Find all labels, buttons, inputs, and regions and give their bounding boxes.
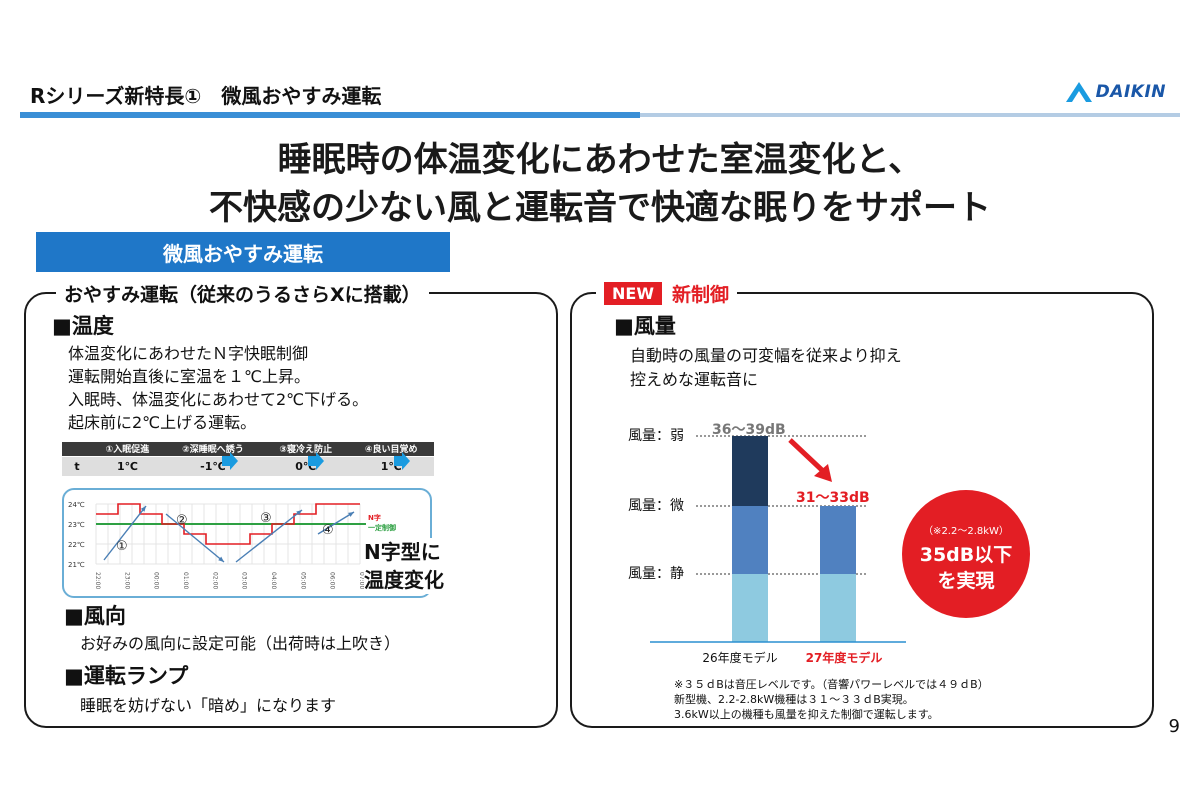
wind-direction-line: お好みの風向に設定可能（出荷時は上吹き）: [80, 634, 401, 653]
daikin-logo-text: DAIKIN: [1095, 82, 1166, 102]
phase-arrow: [317, 511, 355, 535]
phase-arrow-head-icon: [140, 506, 146, 512]
legend-constant: 一定制御: [368, 523, 396, 532]
step-table: ①入眠促進 ②深睡眠へ誘う ③寝冷え防止 ④良い目覚め t 1℃ -1℃ 0℃ …: [62, 442, 434, 476]
graph-y-tick: 21℃: [68, 561, 85, 569]
phase-arrow-head-icon: [348, 512, 354, 517]
level-label: 風量：静: [628, 566, 684, 582]
graph-x-tick: 01:00: [182, 572, 189, 589]
reduction-arrow: [788, 438, 826, 474]
graph-x-tick: 07:00: [358, 572, 365, 589]
level-label: 風量：弱: [628, 428, 684, 444]
graph-x-tick: 03:00: [241, 572, 248, 589]
lamp-title: ■運転ランプ: [64, 664, 189, 688]
footnote-2: 新型機、2.2-2.8kW機種は３１～３３ｄB実現。: [674, 693, 914, 706]
phase-arrow-head-icon: [218, 556, 224, 562]
graph-y-tick: 24℃: [68, 501, 85, 509]
phase-arrow-head-icon: [296, 510, 302, 516]
legend-nshape: N字: [368, 513, 381, 522]
headline-line-2: 不快感の少ない風と運転音で快適な眠りをサポート: [209, 188, 991, 228]
temp-line-3: 入眠時、体温変化にあわせて2℃下げる。: [68, 390, 369, 409]
temp-line-4: 起床前に2℃上げる運転。: [68, 413, 257, 432]
slide-header-title: Rシリーズ新特長① 微風おやすみ運転: [30, 84, 382, 108]
step-table-corner: [62, 442, 92, 456]
graph-x-tick: 00:00: [153, 572, 160, 589]
daikin-logo-icon: [1065, 82, 1092, 102]
temperature-graph: 24℃ 23℃ 22℃ 21℃ 22:00 23:00 00:00 01:00 02:00 03:…: [68, 501, 396, 589]
headline-line-1: 睡眠時の体温変化にあわせた室温変化と、: [277, 140, 923, 180]
reduction-arrow-head-icon: [814, 464, 832, 482]
graph-x-tick: 05:00: [299, 572, 306, 589]
header-rule: [20, 112, 1180, 118]
graph-x-tick: 04:00: [270, 572, 277, 589]
category-label: 26年度モデル: [702, 650, 777, 665]
n-shape-callout: N字型に 温度変化: [364, 538, 444, 594]
graph-y-tick: 23℃: [68, 521, 85, 529]
temp-line-1: 体温変化にあわせたＮ字快眠制御: [68, 344, 309, 363]
old-db-label: 36〜39dB: [712, 422, 786, 438]
right-panel-heading: NEW 新制御: [596, 280, 737, 307]
footnote-1: ※３５ｄBは音圧レベルです。（音響パワーレベルでは４９ｄB）: [674, 678, 989, 691]
temp-section-title: ■温度: [52, 314, 114, 338]
page-number: 9: [1168, 716, 1180, 737]
phase-marker: ③: [260, 511, 272, 526]
wind-direction-title: ■風向: [64, 604, 126, 628]
step-value-1: 1℃: [92, 455, 163, 476]
n-shape-control-line: [96, 503, 360, 545]
n-shape-callout-line-1: N字型に: [364, 538, 444, 566]
circle-model-note: （※2.2〜2.8kW）: [923, 526, 1009, 537]
circle-achieve-text: を実現: [937, 570, 995, 592]
airflow-bar-segment: [820, 506, 856, 574]
airflow-line-1: 自動時の風量の可変幅を従来より抑え: [630, 346, 902, 365]
footnote-3: 3.6kW以上の機種も風量を抑えた制御で運転します。: [674, 708, 939, 721]
phase-arrow: [103, 505, 147, 561]
graph-x-tick: 06:00: [329, 572, 336, 589]
step-header-4: ④良い目覚め: [348, 442, 434, 456]
phase-marker: ②: [176, 513, 188, 528]
graph-x-tick: 02:00: [211, 572, 218, 589]
graph-x-tick: 23:00: [123, 572, 130, 589]
new-control-label: 新制御: [671, 284, 729, 306]
left-panel-heading: おやすみ運転（従来のうるさらXに搭載）: [56, 280, 429, 307]
airflow-bar-segment: [732, 506, 768, 574]
step-row-label: t: [62, 455, 92, 476]
step-header-3: ③寝冷え防止: [262, 442, 349, 456]
level-label: 風量：微: [628, 498, 684, 514]
graph-x-tick: 22:00: [94, 572, 101, 589]
db-achievement-circle: （※2.2〜2.8kW） 35dB以下 を実現: [902, 490, 1030, 618]
mode-banner: 微風おやすみ運転: [36, 232, 450, 272]
right-panel: [570, 292, 1154, 728]
new-db-label: 31〜33dB: [796, 490, 870, 506]
graph-y-tick: 22℃: [68, 541, 85, 549]
phase-marker: ①: [116, 539, 128, 554]
new-badge: NEW: [604, 282, 662, 305]
phase-arrow: [165, 513, 225, 563]
lamp-line: 睡眠を妨げない「暗め」になります: [80, 696, 337, 715]
step-header-1: ①入眠促進: [92, 442, 163, 456]
airflow-chart: 風量：静 風量：微 風量：弱 26年度モデル 27年度モデル 36〜39dB 31〜33dB: [628, 422, 906, 665]
airflow-bar-segment: [820, 574, 856, 642]
step-value-3: 0℃: [262, 455, 349, 476]
airflow-line-2: 控えめな運転音に: [630, 370, 759, 389]
step-value-4: 1℃: [348, 455, 434, 476]
step-header-2: ②深睡眠へ誘う: [162, 442, 263, 456]
airflow-bar-segment: [732, 574, 768, 642]
daikin-logo: DAIKIN: [1065, 80, 1166, 104]
n-shape-callout-line-2: 温度変化: [364, 566, 444, 594]
phase-marker: ④: [322, 523, 334, 538]
airflow-section-title: ■風量: [614, 314, 676, 338]
temp-line-2: 運転開始直後に室温を１℃上昇。: [68, 367, 310, 386]
circle-db-value: 35dB以下: [919, 544, 1013, 566]
airflow-bar-segment: [732, 436, 768, 506]
step-value-2: -1℃: [162, 455, 263, 476]
phase-arrow: [235, 509, 303, 563]
category-label: 27年度モデル: [806, 650, 883, 665]
